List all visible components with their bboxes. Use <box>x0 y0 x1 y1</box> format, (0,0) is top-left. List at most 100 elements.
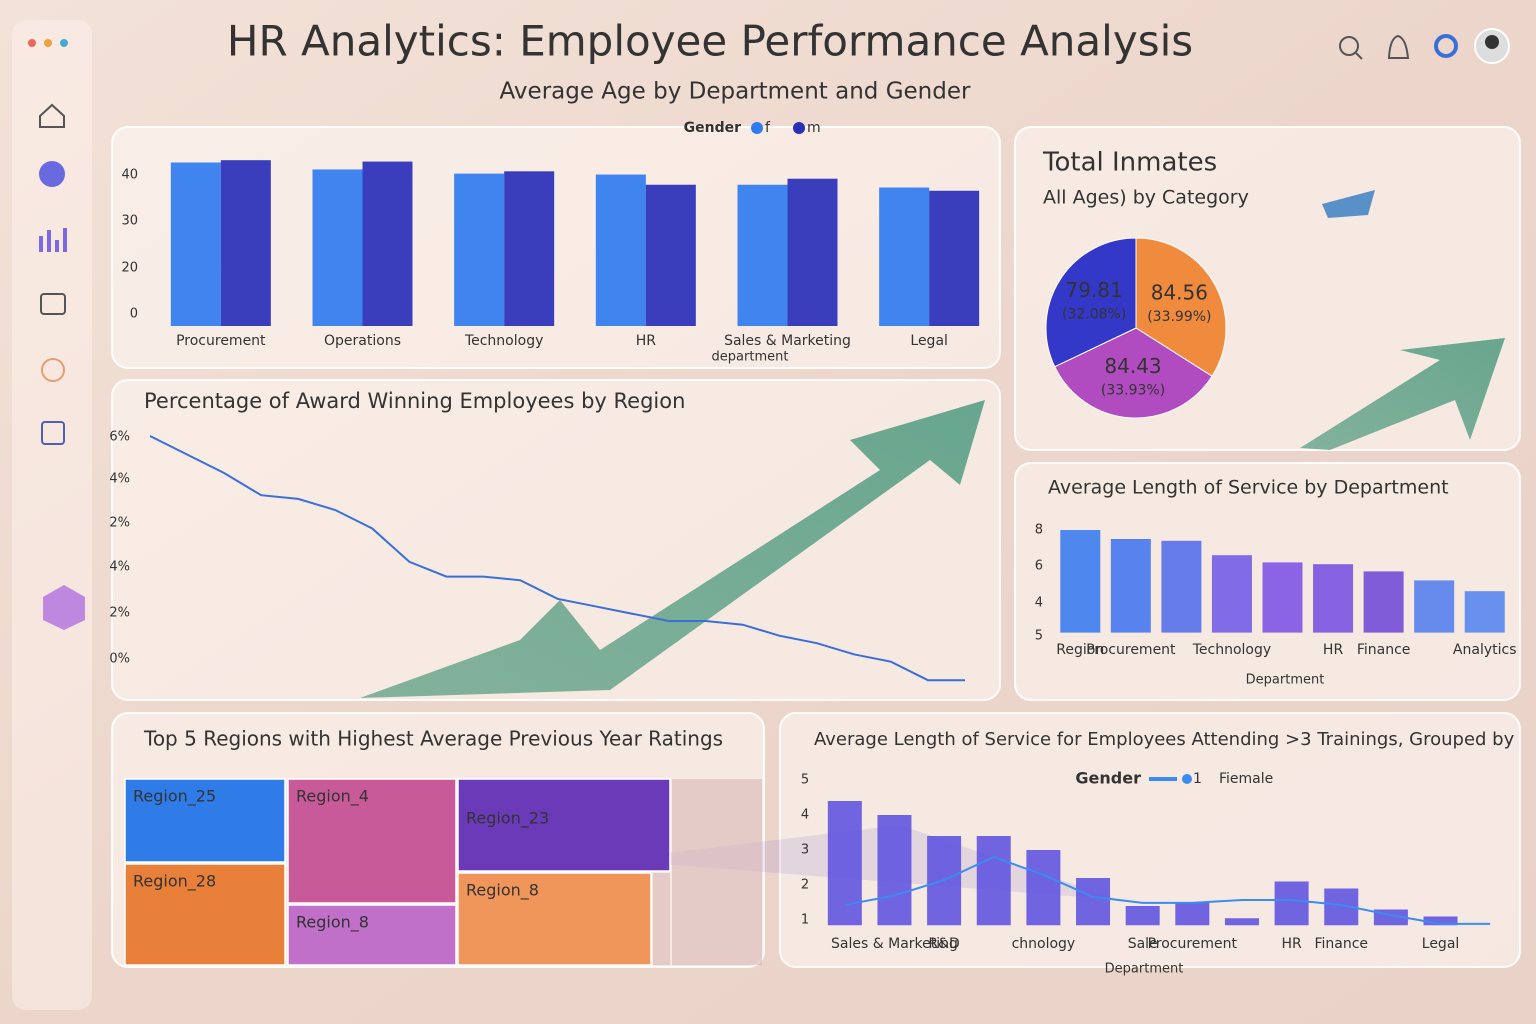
page-title: HR Analytics: Employee Performance Analy… <box>227 17 1193 66</box>
flag-illustration <box>1322 190 1375 218</box>
profile-icon[interactable] <box>39 161 65 187</box>
bar <box>1211 555 1252 633</box>
bar <box>1224 918 1259 926</box>
list-icon[interactable] <box>40 293 66 315</box>
treemap-label: Region_25 <box>133 787 216 807</box>
bar <box>1060 530 1101 633</box>
y-axis-label: 30 <box>121 214 138 229</box>
y-axis-label: 4 <box>1035 596 1043 611</box>
bar <box>1110 539 1151 633</box>
bar <box>1363 571 1404 633</box>
chart-title: Average Length of Service by Department <box>1048 477 1449 499</box>
treemap-cell <box>457 778 671 872</box>
x-tick-label: Technology <box>1192 642 1271 658</box>
legend-title: Gender <box>1075 769 1141 788</box>
treemap-cell <box>457 872 652 966</box>
y-axis-label: 40 <box>121 168 138 183</box>
bar <box>1414 580 1455 633</box>
bar <box>504 171 555 326</box>
slice-value: 79.81 <box>1066 278 1123 302</box>
chart-title: Percentage of Award Winning Employees by… <box>144 389 685 413</box>
bar <box>1423 916 1458 926</box>
treemap-cell <box>124 778 286 863</box>
pie-slice <box>1054 327 1213 419</box>
x-tick-label: Region <box>1056 642 1104 658</box>
bar <box>1125 906 1160 926</box>
logo <box>43 585 85 630</box>
bar <box>1175 902 1210 926</box>
slice-percent: (33.99%) <box>1147 309 1211 325</box>
growth-arrow-illustration <box>360 400 985 698</box>
bar <box>976 836 1011 926</box>
x-axis-label: department <box>712 350 789 365</box>
pie-slice <box>1135 237 1227 377</box>
search-icon[interactable] <box>1339 36 1359 56</box>
bar <box>929 190 980 326</box>
y-axis-label: 4% <box>109 560 130 575</box>
pie-slice <box>1045 237 1137 368</box>
settings-icon[interactable] <box>1434 34 1458 58</box>
treemap-cell <box>287 904 457 966</box>
bar <box>827 801 862 926</box>
line <box>149 435 965 682</box>
bar <box>1076 878 1111 926</box>
window-dot <box>28 39 36 47</box>
treemap-label: Region_8 <box>466 881 539 901</box>
y-tick-label: 1 <box>801 913 809 928</box>
bar <box>877 815 912 926</box>
bar <box>595 174 646 326</box>
growth-arrow-illustration <box>1300 338 1505 450</box>
treemap-label: Region_4 <box>296 787 369 807</box>
slice-percent: (32.08%) <box>1062 307 1126 323</box>
bar <box>454 173 505 326</box>
x-tick-label: Procurement <box>1086 642 1176 658</box>
bar <box>1161 540 1202 633</box>
x-tick-label: chnology <box>1012 936 1076 952</box>
x-tick-label: HR <box>1323 642 1344 658</box>
chart-title: Average Length of Service for Employees … <box>814 729 1515 750</box>
legend-swatch <box>793 122 805 134</box>
treemap-label: Region_28 <box>133 872 216 892</box>
y-axis-label: 8 <box>1035 523 1043 538</box>
legend-title: Gender <box>684 120 741 136</box>
target-icon[interactable] <box>41 358 65 382</box>
x-tick-label: Operations <box>324 333 401 349</box>
legend-label: m <box>807 120 821 136</box>
bar <box>645 184 696 326</box>
legend-swatch <box>751 122 763 134</box>
chart-title: Total Inmates <box>1042 148 1217 178</box>
bar <box>737 184 788 326</box>
chart-subtitle: All Ages) by Category <box>1043 187 1249 209</box>
x-tick-label: Technology <box>464 333 543 349</box>
doc-icon[interactable] <box>41 421 65 445</box>
x-tick-label: Finance <box>1314 936 1368 952</box>
treemap-label: Region_8 <box>296 913 369 933</box>
y-axis-label: 6 <box>1035 559 1043 574</box>
treemap-cell <box>287 778 457 904</box>
page-subtitle: Average Age by Department and Gender <box>500 79 971 105</box>
chart-icon[interactable] <box>39 228 67 252</box>
y-tick-label: 5 <box>801 773 809 788</box>
y-tick-label: 3 <box>801 843 809 858</box>
x-tick-label: Sales & Marketing <box>831 936 958 952</box>
chart-title: Top 5 Regions with Highest Average Previ… <box>143 727 723 751</box>
bar <box>1026 850 1061 926</box>
y-tick-label: 2 <box>801 878 809 893</box>
home-icon[interactable] <box>39 103 65 128</box>
x-tick-label: Sale <box>1128 936 1158 952</box>
x-tick-label: Legal <box>1422 936 1460 952</box>
x-tick-label: Analytics <box>1453 642 1517 658</box>
x-tick-label: R&D <box>928 936 959 952</box>
x-tick-label: Legal <box>910 333 948 349</box>
panel <box>111 379 1001 701</box>
bar <box>312 169 363 326</box>
window-dot <box>44 39 52 47</box>
y-axis-label: 0% <box>109 652 130 667</box>
bar <box>170 162 221 326</box>
bell-icon[interactable] <box>1387 34 1410 59</box>
x-axis-label: Department <box>1105 962 1184 977</box>
x-tick-label: Procurement <box>1148 936 1238 952</box>
y-axis-label: 2% <box>109 606 130 621</box>
avatar-face <box>1485 35 1499 49</box>
legend-swatch <box>1182 774 1192 784</box>
